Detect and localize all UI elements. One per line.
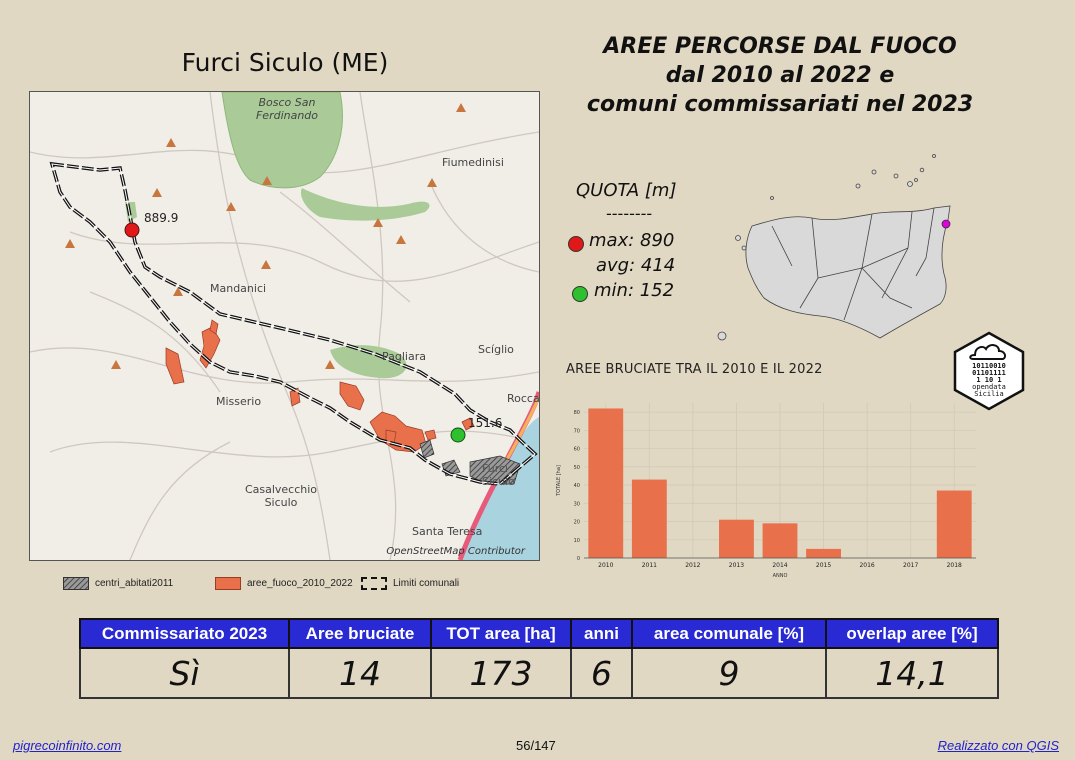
quota-avg: avg: 414 [596, 255, 676, 276]
x-tick-label: 2014 [772, 562, 787, 569]
fire-swatch-icon [215, 577, 241, 590]
value-area-comunale: 9 [631, 647, 827, 699]
opendata-sicilia-logo: 10110010 01101111 1 10 1 opendata Sicili… [953, 331, 1025, 411]
legend-item-aree: aree_fuoco_2010_2022 [215, 577, 353, 590]
legend-item-limiti: Limiti comunali [361, 577, 459, 590]
quota-title: QUOTA [m] [576, 180, 677, 201]
bar-2014 [762, 523, 798, 558]
legend-label-aree: aree_fuoco_2010_2022 [247, 578, 353, 589]
min-elevation-point [450, 427, 466, 443]
x-tick-label: 2012 [685, 562, 700, 569]
header-area-comunale: area comunale [%] [631, 618, 827, 649]
map-label-rocca: Rocca [507, 392, 540, 405]
header-commissariato: Commissariato 2023 [79, 618, 290, 649]
min-point-label: 151.6 [468, 416, 503, 430]
location-marker-icon [941, 219, 951, 229]
main-title-line2: dal 2010 al 2022 e [665, 63, 895, 88]
logo-bits-3: 1 10 1 [976, 376, 1001, 384]
y-tick-label: 70 [574, 428, 580, 434]
y-tick-label: 30 [574, 501, 580, 507]
y-tick-label: 40 [574, 483, 580, 489]
logo-text-1: opendata [972, 383, 1006, 391]
stats-table: Commissariato 2023 Aree bruciate TOT are… [79, 618, 999, 699]
website-link[interactable]: pigrecoinfinito.com [13, 738, 122, 753]
bar-2011 [631, 479, 667, 558]
quota-min: min: 152 [594, 280, 675, 301]
map-label-mandanici: Mandanici [210, 282, 267, 295]
burned-area-chart: 0 10 20 30 40 50 60 70 80 2010 2011 2012 2013 2014 201… [546, 395, 986, 585]
header-tot-area: TOT area [ha] [430, 618, 572, 649]
bar-2010 [588, 408, 624, 558]
main-title-line1: AREE PERCORSE DAL FUOCO [603, 34, 957, 59]
hatch-swatch-icon [63, 577, 89, 590]
map-label-furci: Furci Siculo [482, 462, 515, 488]
map-label-fiumedinisi: Fiumedinisi [442, 156, 504, 169]
bar-2013 [719, 519, 754, 558]
table-row: Sì 14 173 6 9 14,1 [79, 647, 999, 699]
x-tick-label: 2018 [947, 562, 962, 569]
x-tick-label: 2010 [598, 562, 613, 569]
chart-title: AREE BRUCIATE TRA IL 2010 E IL 2022 [566, 362, 823, 377]
legend-label-centri: centri_abitati2011 [95, 578, 174, 589]
x-axis-label: ANNO [773, 573, 788, 579]
min-dot-icon [572, 286, 588, 302]
map-label-bosco: Bosco San Ferdinando [255, 96, 319, 122]
header-anni: anni [570, 618, 633, 649]
map-label-pagliara: Pagliara [382, 350, 426, 363]
value-anni: 6 [570, 647, 633, 699]
x-tick-label: 2017 [903, 562, 918, 569]
main-title-line3: comuni commissariati nel 2023 [586, 92, 974, 117]
qgis-credit-link[interactable]: Realizzato con QGIS [937, 738, 1059, 753]
logo-bits-2: 01101111 [972, 369, 1006, 377]
municipality-title: Furci Siculo (ME) [181, 48, 389, 77]
map-label-scisglio: Scíglio [478, 343, 514, 356]
value-tot-area: 173 [430, 647, 572, 699]
map-label-casalvecchio: Casalvecchio Siculo [244, 483, 318, 509]
y-tick-label: 10 [574, 538, 580, 544]
quota-separator: -------- [606, 204, 653, 223]
main-title: AREE PERCORSE DAL FUOCO dal 2010 al 2022… [560, 32, 1000, 119]
logo-bits-1: 10110010 [972, 362, 1006, 370]
sicily-locator-map [717, 154, 951, 341]
bar-2018 [936, 490, 972, 558]
y-tick-label: 20 [574, 520, 580, 526]
x-tick-label: 2015 [816, 562, 831, 569]
header-overlap: overlap aree [%] [825, 618, 999, 649]
logo-text-2: Sicilia [974, 390, 1004, 398]
bar-2015 [806, 548, 841, 558]
value-commissariato: Sì [79, 647, 290, 699]
y-tick-label: 80 [574, 410, 580, 416]
max-elevation-point [124, 222, 140, 238]
page-number: 56/147 [516, 738, 556, 753]
legend-item-centri: centri_abitati2011 [63, 577, 173, 590]
y-tick-label: 60 [574, 447, 580, 453]
map-label-santa-teresa: Santa Teresa [412, 525, 483, 538]
table-header-row: Commissariato 2023 Aree bruciate TOT are… [79, 618, 999, 649]
x-tick-label: 2013 [729, 562, 744, 569]
y-tick-label: 0 [577, 556, 580, 562]
header-aree-bruciate: Aree bruciate [288, 618, 432, 649]
map-canvas [30, 92, 539, 560]
x-tick-label: 2016 [859, 562, 874, 569]
value-aree-bruciate: 14 [288, 647, 432, 699]
value-overlap: 14,1 [825, 647, 999, 699]
legend-label-limiti: Limiti comunali [393, 578, 460, 589]
x-tick-label: 2011 [642, 562, 657, 569]
quota-max: max: 890 [589, 230, 675, 251]
max-point-label: 889.9 [144, 211, 179, 225]
y-axis-label: TOTALE [ha] [556, 465, 562, 497]
chart-canvas: 0 10 20 30 40 50 60 70 80 2010 2011 2012 2013 2014 201… [556, 403, 976, 579]
max-dot-icon [568, 236, 584, 252]
territory-map[interactable]: Bosco San Ferdinando Fiumedinisi Mandani… [29, 91, 540, 561]
boundary-swatch-icon [361, 577, 387, 590]
map-attribution: OpenStreetMap Contributor [386, 546, 525, 557]
map-label-misserio: Misserio [216, 395, 262, 408]
y-tick-label: 50 [574, 465, 580, 471]
